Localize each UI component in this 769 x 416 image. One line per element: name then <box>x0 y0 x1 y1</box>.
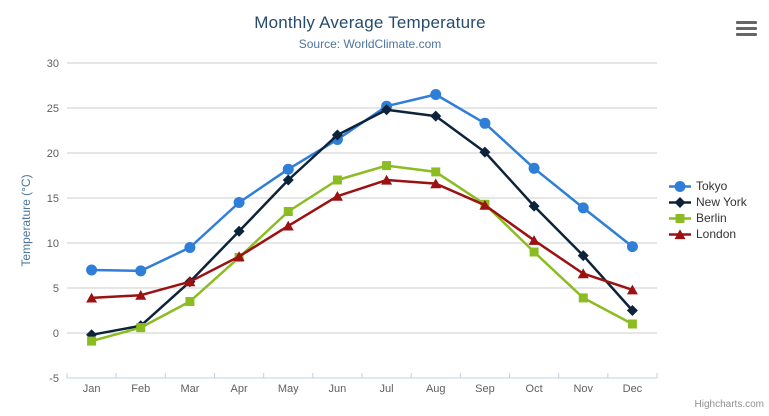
point-new-york-sep[interactable] <box>479 146 491 158</box>
point-london-jul[interactable] <box>381 174 393 185</box>
y-axis-label: 5 <box>53 283 59 295</box>
point-london-jan[interactable] <box>86 292 98 303</box>
x-axis-label: Jul <box>380 383 394 395</box>
point-tokyo-oct[interactable] <box>528 162 540 174</box>
point-london-aug[interactable] <box>430 178 442 189</box>
series-line-new-york <box>90 108 634 337</box>
legend-label: Berlin <box>696 211 727 225</box>
export-menu-button[interactable] <box>736 21 757 36</box>
legend-marker-square-icon <box>675 213 685 223</box>
y-axis-label: 0 <box>53 328 59 340</box>
point-new-york-jul[interactable] <box>381 104 393 116</box>
point-tokyo-nov[interactable] <box>577 202 589 214</box>
point-london-sep[interactable] <box>479 200 491 210</box>
x-axis-label: Apr <box>231 383 248 395</box>
y-axis-label: 30 <box>47 58 59 70</box>
y-axis-label: 15 <box>47 193 59 205</box>
x-axis-label: Feb <box>131 383 150 395</box>
point-berlin-may[interactable] <box>283 207 293 216</box>
point-london-feb[interactable] <box>135 290 147 300</box>
point-london-jun[interactable] <box>331 191 343 201</box>
y-axis-title: Temperature (°C) <box>19 174 33 266</box>
legend-item-london[interactable]: London <box>669 227 747 241</box>
legend-marker-circle-icon <box>674 180 686 192</box>
legend-marker-diamond-icon <box>669 196 691 208</box>
point-tokyo-may[interactable] <box>282 163 294 175</box>
hamburger-icon <box>736 33 757 36</box>
chart-subtitle: Source: WorldClimate.com <box>298 37 442 51</box>
x-axis-label: Mar <box>180 383 199 395</box>
point-berlin-nov[interactable] <box>578 293 588 303</box>
x-axis-label: Jun <box>329 383 347 395</box>
x-axis-label: Dec <box>623 383 643 395</box>
point-london-dec[interactable] <box>626 284 638 295</box>
point-tokyo-jan[interactable] <box>86 264 98 276</box>
point-new-york-apr[interactable] <box>233 225 245 237</box>
point-berlin-jan[interactable] <box>87 336 97 346</box>
x-axis-label: Sep <box>475 383 495 395</box>
legend-item-berlin[interactable]: Berlin <box>669 211 747 225</box>
chart-title: Monthly Average Temperature <box>254 13 486 32</box>
point-tokyo-mar[interactable] <box>184 242 196 253</box>
legend-marker-triangle-icon <box>669 228 691 239</box>
hamburger-icon <box>736 27 757 30</box>
point-tokyo-aug[interactable] <box>430 89 442 100</box>
legend-item-new-york[interactable]: New York <box>669 195 747 209</box>
point-tokyo-dec[interactable] <box>626 241 638 253</box>
y-axis-label: 20 <box>47 148 59 160</box>
point-new-york-may[interactable] <box>282 174 294 186</box>
point-london-apr[interactable] <box>233 251 245 262</box>
y-axis-label: -5 <box>49 373 59 385</box>
point-berlin-jun[interactable] <box>332 175 342 185</box>
highcharts-credits-link[interactable]: Highcharts.com <box>694 399 764 410</box>
point-london-nov[interactable] <box>577 268 589 279</box>
series-line-berlin <box>90 164 634 343</box>
x-axis-label: May <box>278 383 299 395</box>
x-axis-label: Oct <box>526 383 543 395</box>
legend-marker-circle-icon <box>669 180 691 192</box>
point-london-may[interactable] <box>282 220 294 231</box>
hamburger-icon <box>736 21 757 24</box>
series-line-london <box>90 178 634 300</box>
x-axis-label: Jan <box>83 383 101 395</box>
point-london-mar[interactable] <box>184 276 196 287</box>
point-new-york-jun[interactable] <box>331 129 343 141</box>
legend-label: New York <box>696 195 747 209</box>
legend-label: Tokyo <box>696 179 728 193</box>
point-berlin-dec[interactable] <box>627 319 637 329</box>
point-berlin-mar[interactable] <box>185 297 195 306</box>
point-london-oct[interactable] <box>528 235 540 245</box>
legend-marker-square-icon <box>669 213 691 223</box>
point-tokyo-apr[interactable] <box>233 197 245 208</box>
y-axis-label: 25 <box>47 103 59 115</box>
point-berlin-aug[interactable] <box>431 167 441 177</box>
point-berlin-oct[interactable] <box>529 247 539 257</box>
point-new-york-dec[interactable] <box>626 305 638 316</box>
point-tokyo-sep[interactable] <box>479 117 491 129</box>
legend-label: London <box>696 227 737 241</box>
legend-item-tokyo[interactable]: Tokyo <box>669 179 747 193</box>
x-axis-label: Aug <box>426 383 446 395</box>
legend-marker-diamond-icon <box>674 196 686 208</box>
x-axis-label: Nov <box>573 383 593 395</box>
point-tokyo-feb[interactable] <box>135 265 147 277</box>
point-new-york-oct[interactable] <box>528 200 540 212</box>
point-berlin-jul[interactable] <box>382 161 392 171</box>
chart-legend: Tokyo New York Berlin London <box>669 179 747 241</box>
legend-marker-triangle-icon <box>674 228 686 239</box>
point-berlin-feb[interactable] <box>136 323 146 333</box>
y-axis-label: 10 <box>47 238 59 250</box>
series-line-tokyo <box>90 93 634 273</box>
point-new-york-aug[interactable] <box>430 110 442 122</box>
point-new-york-nov[interactable] <box>577 250 589 262</box>
